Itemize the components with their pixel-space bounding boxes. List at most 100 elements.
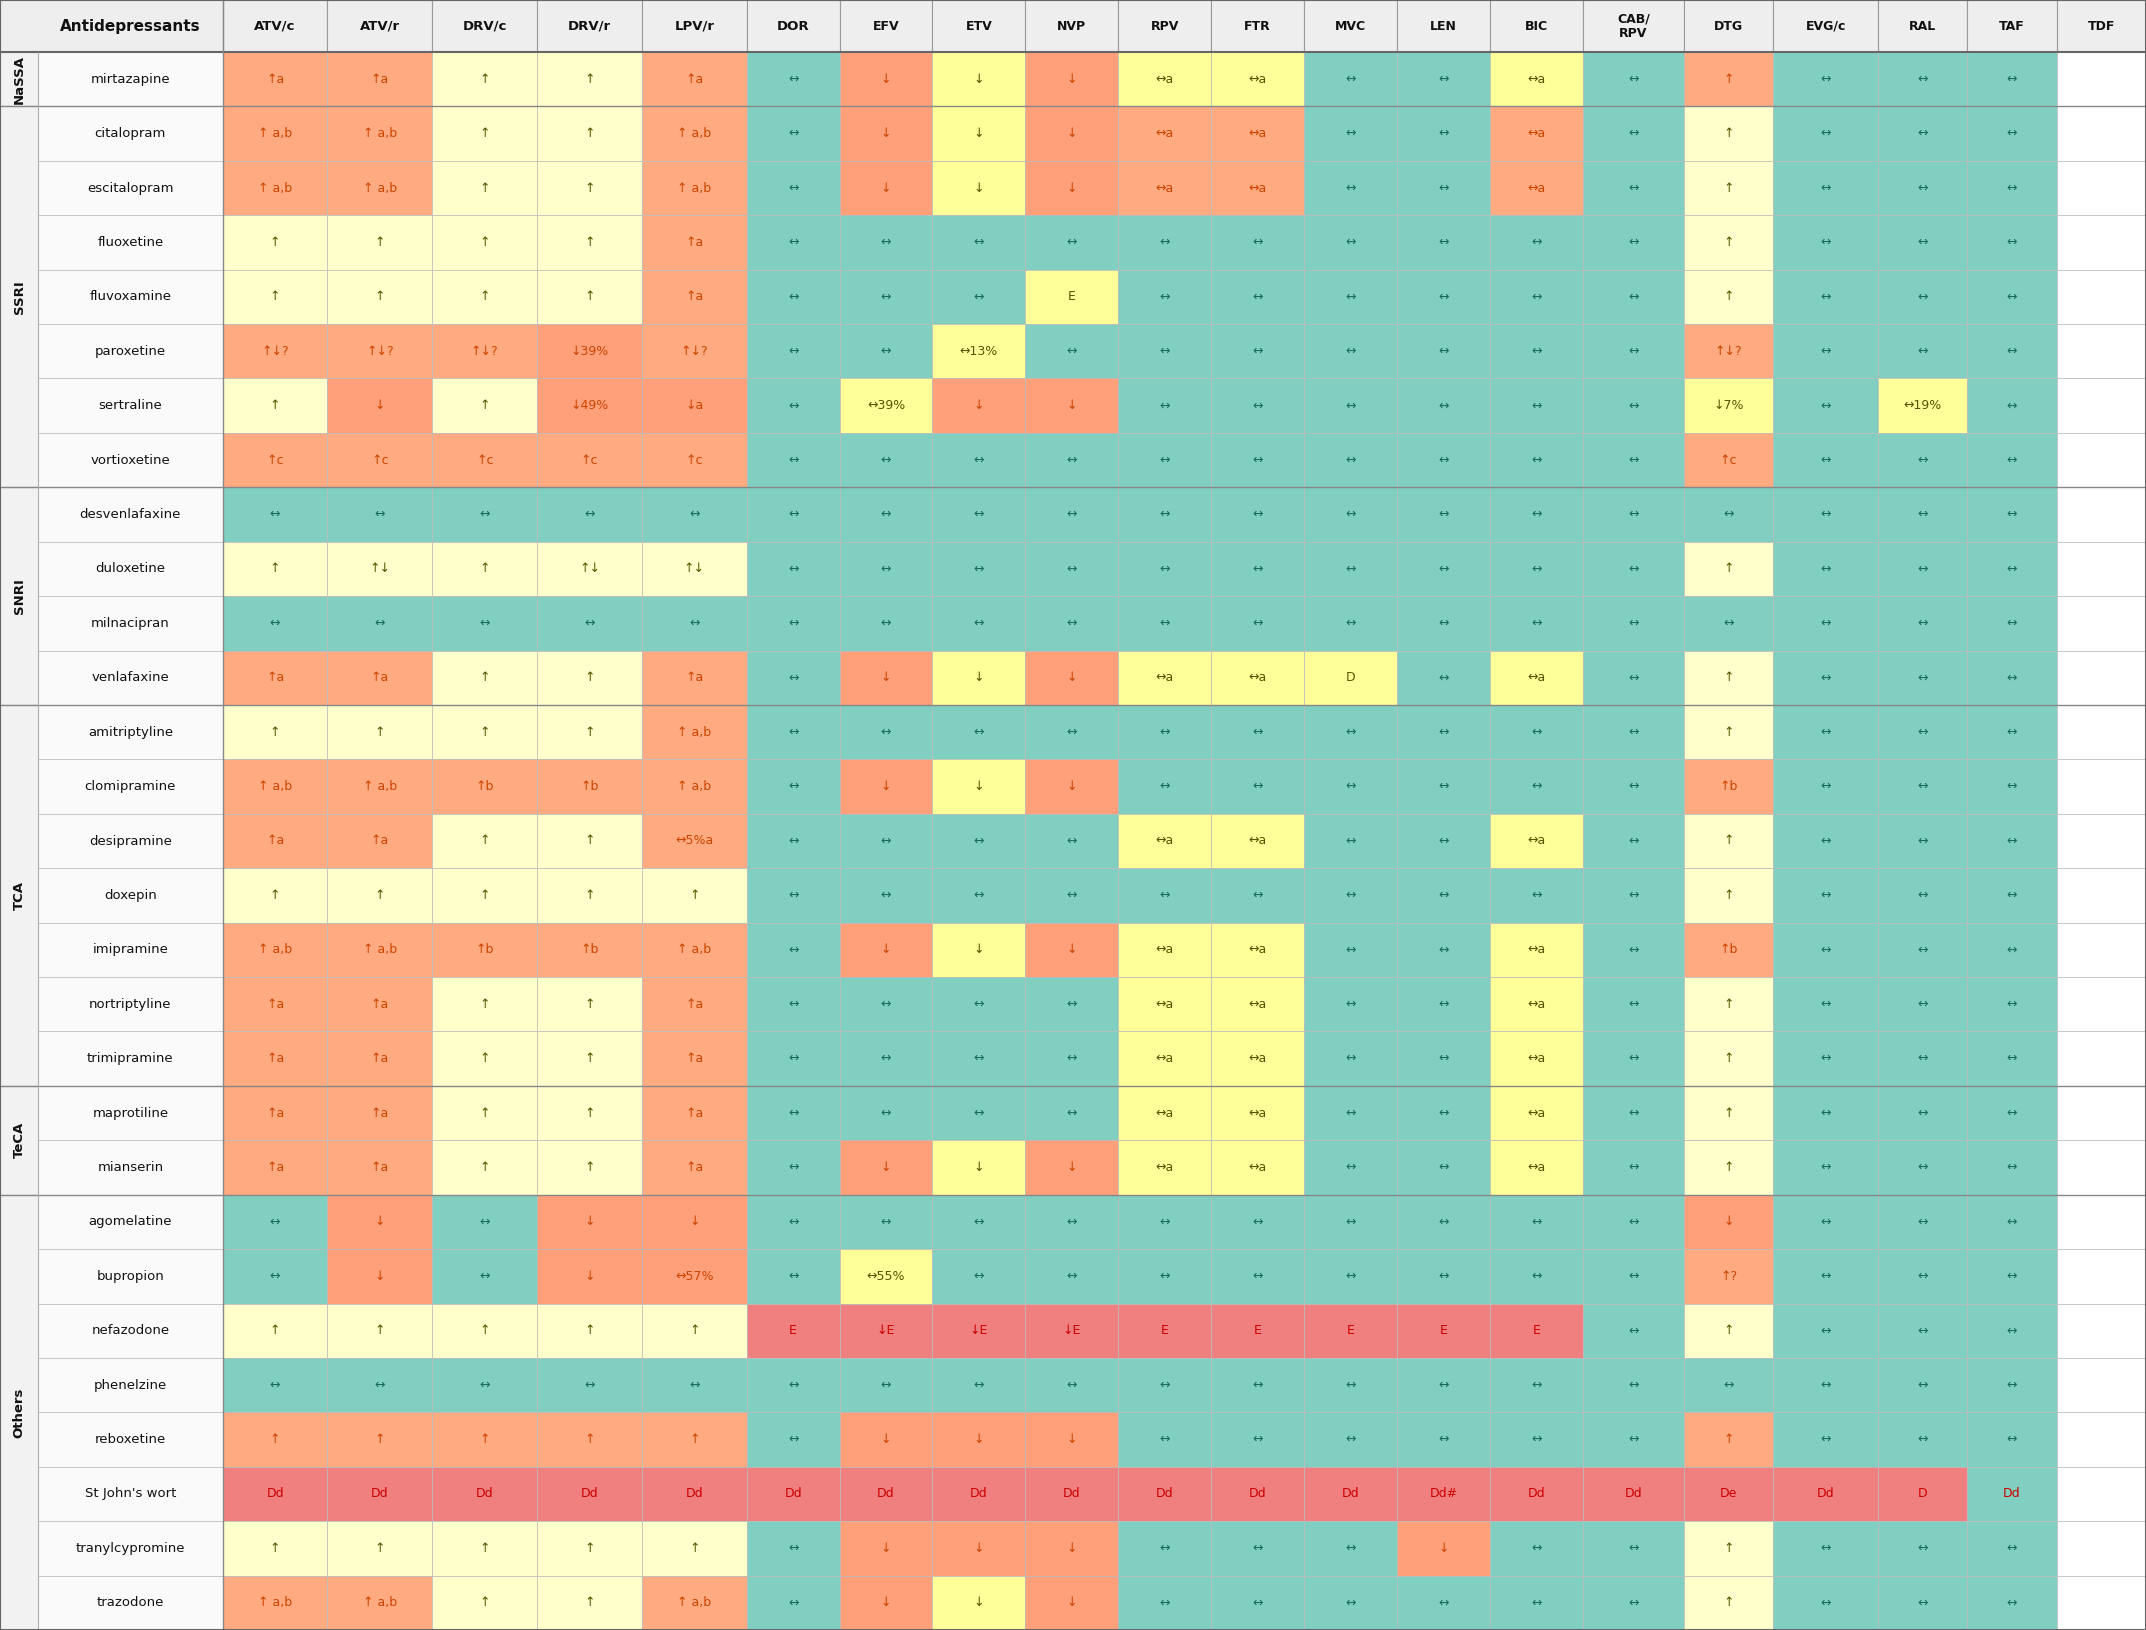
Text: NVP: NVP: [1058, 20, 1086, 33]
Bar: [642, 106, 747, 161]
Bar: [328, 1249, 431, 1304]
Bar: [1685, 161, 1773, 215]
Text: SSRI: SSRI: [13, 280, 26, 313]
Text: ↔: ↔: [1629, 616, 1640, 629]
Bar: [1026, 434, 1118, 487]
Bar: [1773, 1521, 1878, 1576]
Bar: [1118, 597, 1210, 650]
Text: ↔: ↔: [1067, 346, 1077, 357]
Bar: [839, 869, 934, 923]
Text: ↓: ↓: [974, 1161, 985, 1174]
Text: ↔: ↔: [1629, 127, 1640, 140]
Bar: [934, 0, 1026, 52]
Text: ↔: ↔: [1919, 181, 1927, 194]
Text: maprotiline: maprotiline: [92, 1107, 170, 1120]
Bar: [1685, 215, 1773, 269]
Text: ↔a: ↔a: [1155, 1107, 1174, 1120]
Bar: [839, 1521, 934, 1576]
Text: ↔: ↔: [479, 616, 489, 629]
Bar: [1118, 1032, 1210, 1086]
Bar: [1773, 1358, 1878, 1412]
Text: ↑a: ↑a: [371, 672, 388, 685]
Bar: [642, 52, 747, 106]
Text: ↑: ↑: [1723, 73, 1734, 86]
Bar: [642, 215, 747, 269]
Bar: [39, 541, 223, 597]
Text: ↔: ↔: [2007, 888, 2017, 901]
Text: ↑: ↑: [479, 1542, 489, 1555]
Bar: [1118, 813, 1210, 869]
Bar: [431, 1467, 536, 1521]
Text: ↔: ↔: [1629, 1433, 1640, 1446]
Bar: [2056, 813, 2146, 869]
Text: ↓: ↓: [974, 1433, 985, 1446]
Text: ↔: ↔: [1346, 888, 1356, 901]
Bar: [642, 1467, 747, 1521]
Bar: [1026, 1304, 1118, 1358]
Bar: [839, 52, 934, 106]
Text: ↔: ↔: [1253, 1433, 1262, 1446]
Bar: [934, 487, 1026, 541]
Bar: [1305, 52, 1397, 106]
Text: ↑: ↑: [584, 725, 594, 738]
Text: ↑c: ↑c: [266, 453, 283, 466]
Text: reboxetine: reboxetine: [94, 1433, 165, 1446]
Bar: [642, 541, 747, 597]
Bar: [536, 976, 642, 1032]
Text: ↑: ↑: [1723, 181, 1734, 194]
Bar: [431, 650, 536, 704]
Bar: [642, 704, 747, 760]
Bar: [223, 869, 328, 923]
Bar: [1685, 869, 1773, 923]
Text: ↔: ↔: [1253, 1379, 1262, 1392]
Text: TCA: TCA: [13, 880, 26, 910]
Text: ↔: ↔: [1438, 1433, 1449, 1446]
Text: ↓E: ↓E: [970, 1324, 987, 1337]
Bar: [328, 324, 431, 378]
Bar: [1489, 760, 1584, 813]
Text: Dd: Dd: [685, 1488, 704, 1501]
Text: ↑: ↑: [479, 725, 489, 738]
Text: ↑ a,b: ↑ a,b: [258, 781, 292, 794]
Text: ↔: ↔: [1919, 1433, 1927, 1446]
Bar: [1305, 923, 1397, 976]
Text: ↑ a,b: ↑ a,b: [258, 127, 292, 140]
Bar: [934, 161, 1026, 215]
Text: ↔: ↔: [2007, 998, 2017, 1011]
Text: ↔5%a: ↔5%a: [676, 835, 712, 848]
Bar: [934, 106, 1026, 161]
Bar: [1878, 704, 1968, 760]
Bar: [1305, 1412, 1397, 1467]
Text: ↔: ↔: [974, 290, 985, 303]
Bar: [1489, 269, 1584, 324]
Bar: [1968, 760, 2056, 813]
Text: E: E: [1161, 1324, 1170, 1337]
Bar: [1305, 650, 1397, 704]
Text: ↔: ↔: [2007, 616, 2017, 629]
Bar: [2056, 324, 2146, 378]
Bar: [642, 813, 747, 869]
Bar: [1685, 1521, 1773, 1576]
Bar: [2056, 1032, 2146, 1086]
Bar: [1026, 1412, 1118, 1467]
Text: ↔: ↔: [1820, 1216, 1831, 1229]
Bar: [1118, 106, 1210, 161]
Text: ↔: ↔: [2007, 781, 2017, 794]
Text: ↔: ↔: [1346, 1542, 1356, 1555]
Bar: [1397, 923, 1489, 976]
Bar: [39, 813, 223, 869]
Bar: [328, 487, 431, 541]
Text: ↓7%: ↓7%: [1713, 399, 1745, 412]
Text: ↔: ↔: [1253, 236, 1262, 249]
Bar: [1397, 0, 1489, 52]
Bar: [642, 597, 747, 650]
Text: ↔: ↔: [1438, 1216, 1449, 1229]
Bar: [934, 1249, 1026, 1304]
Bar: [2056, 1195, 2146, 1249]
Text: ↑ a,b: ↑ a,b: [678, 1596, 710, 1609]
Text: ↔: ↔: [788, 290, 798, 303]
Text: ↔: ↔: [1820, 1542, 1831, 1555]
Bar: [1584, 760, 1685, 813]
Text: ↔: ↔: [788, 1161, 798, 1174]
Text: ↔: ↔: [974, 725, 985, 738]
